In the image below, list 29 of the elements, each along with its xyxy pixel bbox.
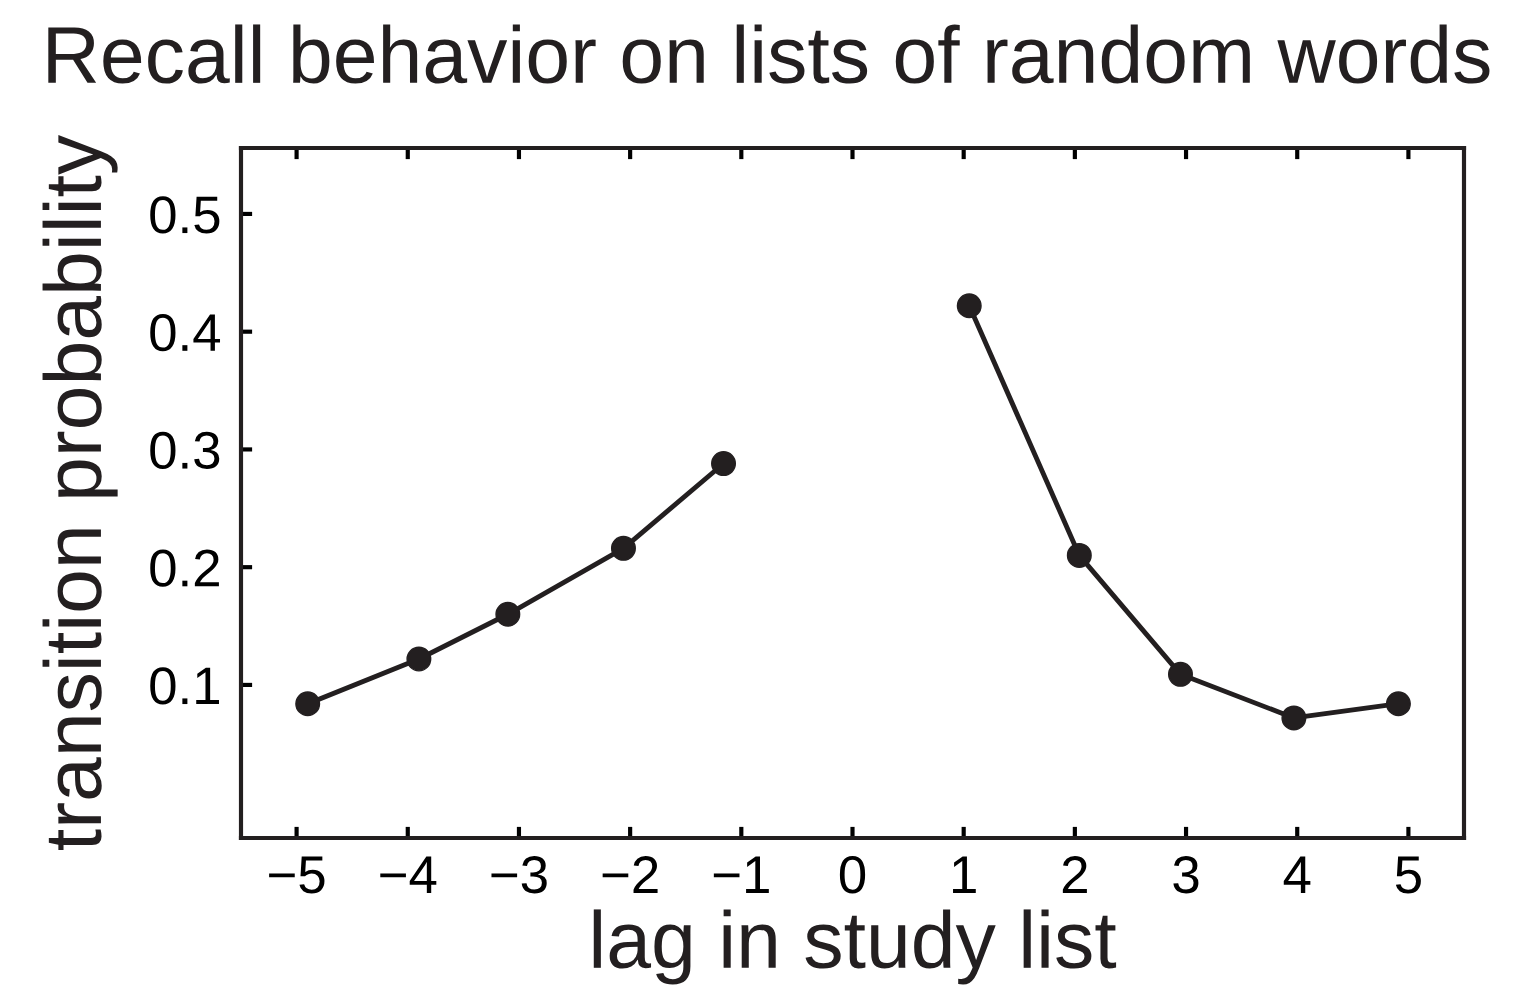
y-tick-label: 0.1 [150, 667, 219, 705]
chart-title: Recall behavior on lists of random words [48, 24, 1490, 84]
point [610, 535, 636, 561]
x-tick-label: 3 [1173, 856, 1199, 894]
y-tick-label: 0.4 [150, 313, 221, 352]
point [295, 691, 321, 717]
x-tick-label: −2 [602, 856, 658, 893]
point [495, 601, 521, 627]
x-axis-title: lag in study list [593, 909, 1117, 985]
y-tick-label: 0.5 [150, 196, 220, 234]
point [1167, 661, 1193, 687]
x-tick-label: −4 [380, 856, 437, 893]
x-tick-label: 2 [1062, 856, 1087, 893]
point [1281, 705, 1307, 731]
point [1385, 691, 1411, 717]
point [956, 293, 982, 319]
x-tick-label: −1 [713, 856, 769, 893]
point [711, 451, 737, 477]
y-axis-title: transition probability [42, 134, 118, 850]
x-tick-label: 0 [839, 856, 866, 894]
x-tick-label: 4 [1283, 856, 1311, 893]
x-tick-label: 1 [953, 856, 976, 893]
y-tick-label: 0.2 [150, 549, 219, 587]
x-tick-label: −5 [269, 856, 325, 894]
point [406, 646, 432, 672]
point [1066, 542, 1092, 568]
x-tick-label: 5 [1395, 856, 1421, 894]
y-tick-label: 0.3 [150, 431, 220, 470]
x-tick-label: −3 [491, 856, 547, 894]
